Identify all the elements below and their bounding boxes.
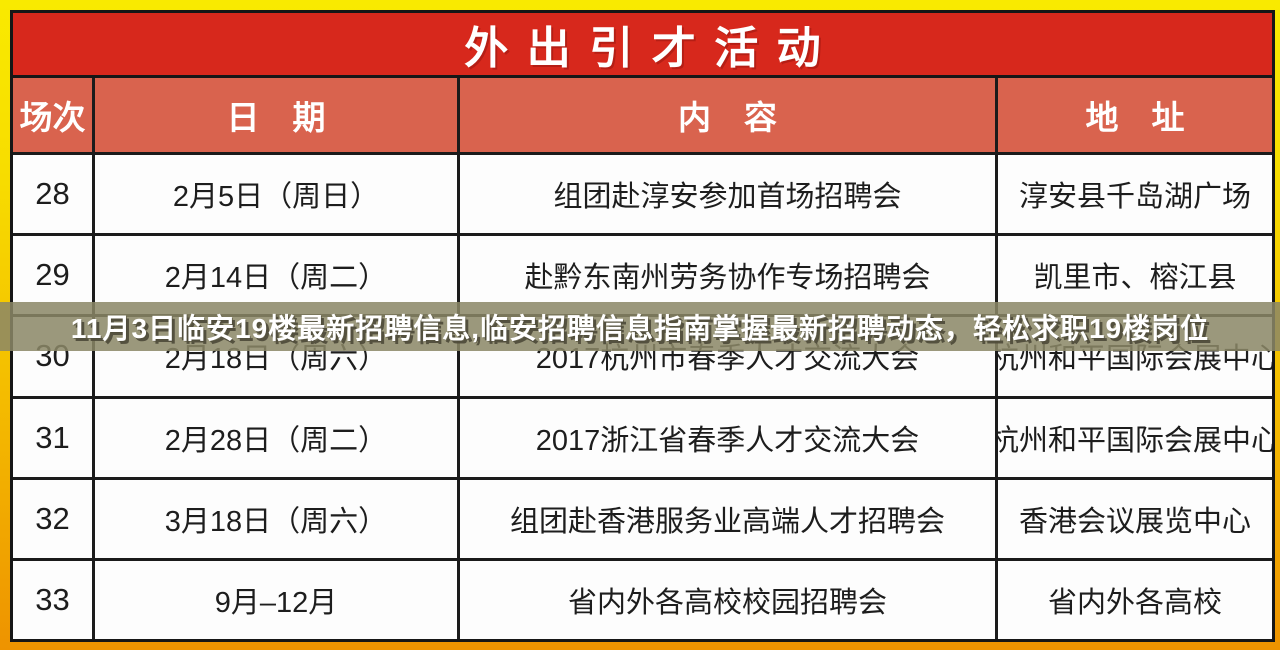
- cell-date: 3月18日（周六）: [95, 479, 460, 558]
- cell-session: 29: [13, 236, 95, 315]
- table-row: 31 2月28日（周二） 2017浙江省春季人才交流大会 杭州和平国际会展中心: [13, 398, 1272, 480]
- cell-content: 组团赴淳安参加首场招聘会: [460, 155, 998, 234]
- cell-address: 淳安县千岛湖广场: [1018, 181, 1251, 214]
- cell-date: 2月14日（周二）: [95, 236, 460, 315]
- cell-session: 28: [13, 155, 95, 234]
- header-cell-date: 日 期: [95, 78, 460, 152]
- cell-address: 凯里市、榕江县: [1033, 262, 1237, 295]
- overlay-banner-text: 11月3日临安19楼最新招聘信息,临安招聘信息指南掌握最新招聘动态，轻松求职19…: [70, 312, 1210, 344]
- cell-date: 9月–12月: [95, 560, 460, 640]
- header-cell-session: 场次: [13, 78, 95, 152]
- page-title: 外出引才活动: [464, 24, 840, 73]
- cell-content: 赴黔东南州劳务协作专场招聘会: [460, 236, 998, 315]
- cell-date: 2月5日（周日）: [95, 155, 460, 234]
- cell-date: 2月28日（周二）: [95, 398, 460, 477]
- table-header-row: 场次 日 期 内 容 地 址: [13, 78, 1272, 155]
- cell-content: 组团赴香港服务业高端人才招聘会: [460, 479, 998, 558]
- cell-session: 32: [13, 479, 95, 558]
- table-row: 28 2月5日（周日） 组团赴淳安参加首场招聘会 淳安县千岛湖广场: [13, 155, 1272, 237]
- cell-session: 33: [13, 560, 95, 640]
- cell-session: 31: [13, 398, 95, 477]
- table-row: 32 3月18日（周六） 组团赴香港服务业高端人才招聘会 香港会议展览中心: [13, 479, 1272, 561]
- cell-address: 杭州和平国际会展中心: [998, 424, 1272, 457]
- overlay-banner: 11月3日临安19楼最新招聘信息,临安招聘信息指南掌握最新招聘动态，轻松求职19…: [0, 302, 1280, 351]
- cell-content: 省内外各高校校园招聘会: [460, 560, 998, 640]
- title-bar: 外出引才活动: [10, 10, 1275, 78]
- header-cell-content: 内 容: [460, 78, 998, 152]
- table-row: 33 9月–12月 省内外各高校校园招聘会 省内外各高校: [13, 560, 1272, 640]
- header-cell-address: 地 址: [1085, 99, 1185, 136]
- recruitment-board: 外出引才活动 场次 日 期 内 容 地 址 28 2月5日（周日） 组团赴淳安参…: [10, 10, 1275, 642]
- cell-address: 香港会议展览中心: [1018, 505, 1251, 538]
- recruitment-table: 场次 日 期 内 容 地 址 28 2月5日（周日） 组团赴淳安参加首场招聘会 …: [10, 78, 1275, 642]
- cell-address: 省内外各高校: [1047, 586, 1222, 619]
- cell-content: 2017浙江省春季人才交流大会: [460, 398, 998, 477]
